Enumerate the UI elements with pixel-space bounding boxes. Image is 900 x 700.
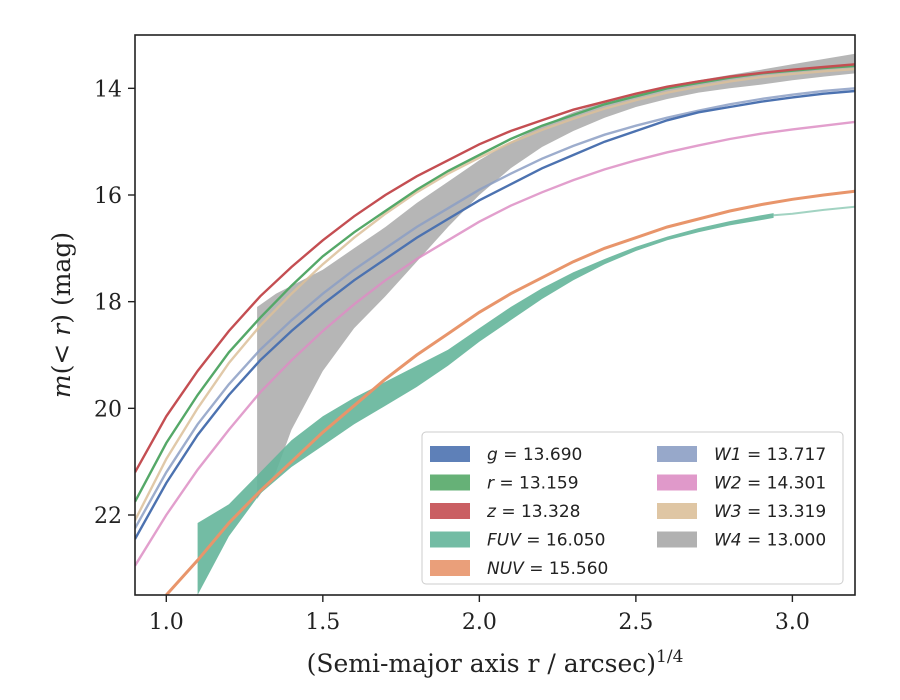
x-tick-label: 1.5 [305, 610, 340, 635]
data-layer [135, 53, 855, 595]
series-w3-line [135, 67, 855, 521]
legend-label-w2: W2 = 14.301 [714, 474, 826, 494]
y-tick-label: 18 [94, 291, 122, 316]
plot-frame [134, 34, 856, 596]
legend-label-w4: W4 = 13.000 [714, 531, 826, 551]
legend-swatch-w2 [657, 474, 697, 491]
legend-label-r: r = 13.159 [487, 474, 579, 494]
legend-swatch-fuv [430, 531, 470, 548]
y-axis-label: m(< r) (mag) [47, 232, 76, 398]
series-w1-line [135, 87, 855, 529]
legend-swatch-w4 [657, 531, 697, 548]
legend-label-g: g = 13.690 [487, 445, 582, 465]
y-tick-label: 16 [94, 184, 122, 209]
legend-swatch-w1 [657, 446, 697, 462]
series-fuv-extension [773, 205, 855, 217]
x-axis-label: (Semi-major axis r / arcsec)1/4 [307, 647, 684, 678]
legend-box [421, 431, 844, 585]
legend-swatch-r [430, 474, 470, 491]
x-tick-label: 3.0 [775, 610, 810, 635]
legend-swatch-z [430, 503, 470, 519]
legend-swatch-w3 [657, 503, 697, 519]
series-g-line [135, 89, 855, 540]
legend-swatch-g [430, 446, 470, 462]
series-w4-band [257, 53, 855, 499]
legend-swatch-nuv [430, 560, 470, 576]
x-tick-label: 2.5 [618, 610, 653, 635]
y-tick-label: 20 [94, 397, 122, 422]
x-tick-label: 2.0 [462, 610, 497, 635]
legend-label-w1: W1 = 13.717 [714, 445, 826, 465]
series-z-line [135, 63, 855, 473]
y-tick-label: 22 [94, 504, 122, 529]
legend: g = 13.690 r = 13.159 z = 13.328 FUV = 16.0… [421, 431, 844, 585]
tick-layer: 1.0 1.5 2.0 2.5 3.0 14 16 18 20 22 [94, 77, 810, 635]
legend-label-nuv: NUV = 15.560 [487, 559, 608, 579]
y-tick-label: 14 [94, 77, 122, 102]
series-nuv-line [165, 189, 855, 595]
legend-label-w3: W3 = 13.319 [714, 502, 826, 522]
legend-label-fuv: FUV = 16.050 [487, 531, 605, 551]
legend-label-z: z = 13.328 [486, 502, 580, 522]
series-w2-line [135, 120, 855, 567]
x-tick-label: 1.0 [149, 610, 184, 635]
